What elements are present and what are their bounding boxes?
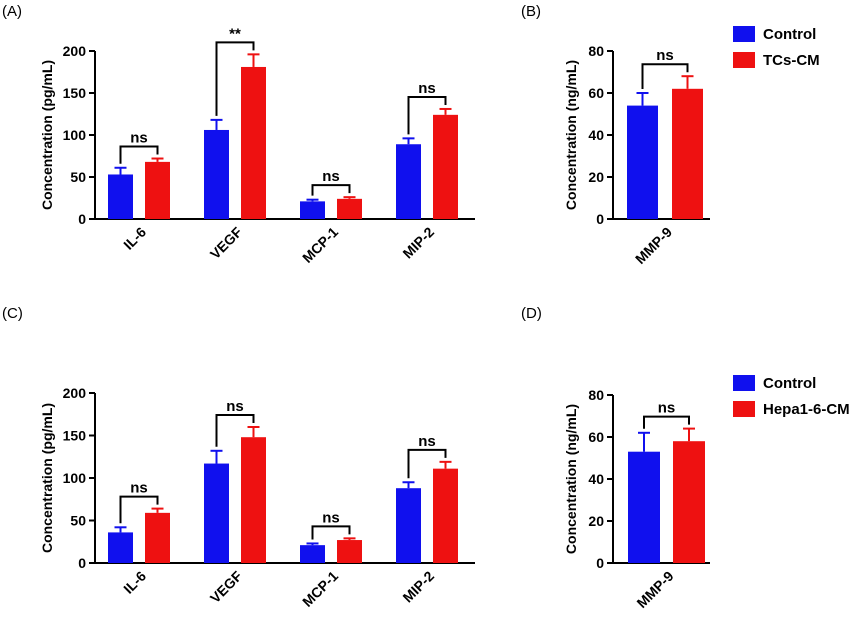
- significance-bracket: [119, 145, 159, 164]
- legend-label: Hepa1-6-CM: [763, 401, 850, 418]
- y-tick-label: 20: [588, 169, 604, 185]
- y-tick-label: 150: [63, 428, 87, 444]
- significance-label: ns: [418, 433, 436, 450]
- panel-label: (B): [521, 3, 541, 20]
- bar-control-vegf: [204, 129, 229, 219]
- significance-bracket: [407, 448, 447, 479]
- chart-panel-4: (D) 0 20 40 60 80 Concentration (ng/mL) MMP-9 ns…: [521, 305, 850, 611]
- y-tick-label: 40: [588, 471, 604, 487]
- bar-treatment-mcp-1: [337, 540, 362, 563]
- bar-treatment-mip-2: [433, 468, 458, 563]
- bar-treatment-mmp-9: [673, 441, 705, 563]
- y-tick-label: 0: [78, 211, 86, 227]
- x-category-label: MCP-1: [299, 568, 341, 610]
- significance-bracket: [119, 495, 159, 524]
- significance-label: ns: [418, 80, 436, 97]
- x-category-label: MMP-9: [633, 568, 676, 611]
- y-tick-label: 50: [70, 169, 86, 185]
- y-tick-label: 0: [596, 555, 604, 571]
- significance-label: ns: [322, 509, 340, 526]
- x-category-label: MMP-9: [632, 224, 675, 267]
- x-category-label: IL-6: [120, 224, 149, 253]
- bar-control-il-6: [108, 532, 133, 563]
- x-category-label: VEGF: [207, 567, 246, 606]
- chart-panel-2: (B) 0 20 40 60 80 Concentration (ng/mL) MMP-9 ns…: [521, 3, 820, 267]
- legend-label: Control: [763, 375, 816, 392]
- y-tick-label: 20: [588, 513, 604, 529]
- bar-control-vegf: [204, 463, 229, 563]
- y-tick-label: 0: [596, 211, 604, 227]
- bar-treatment-il-6: [145, 161, 170, 219]
- x-category-label: MIP-2: [399, 224, 437, 262]
- bar-treatment-vegf: [241, 66, 266, 220]
- bar-treatment-mcp-1: [337, 198, 362, 219]
- bar-control-mcp-1: [300, 201, 325, 219]
- y-tick-label: 100: [63, 470, 87, 486]
- y-axis-label: Concentration (ng/mL): [563, 404, 579, 554]
- x-category-label: IL-6: [120, 568, 149, 597]
- y-tick-label: 100: [63, 127, 87, 143]
- x-category-label: VEGF: [207, 223, 246, 262]
- y-axis-label: Concentration (ng/mL): [563, 60, 579, 210]
- bar-control-mip-2: [396, 488, 421, 563]
- y-tick-label: 60: [588, 85, 604, 101]
- significance-label: ns: [226, 398, 244, 415]
- chart-panel-3: (C) 0 50 100 150 200 Concentration (pg/mL) IL-6…: [2, 305, 475, 610]
- significance-label: ns: [656, 47, 674, 64]
- bar-control-mmp-9: [628, 451, 660, 563]
- significance-bracket: [407, 95, 447, 135]
- bar-treatment-mip-2: [433, 114, 458, 219]
- bar-treatment-mmp-9: [672, 88, 703, 219]
- significance-bracket: [641, 63, 689, 89]
- y-tick-label: 150: [63, 85, 87, 101]
- significance-label: ns: [130, 480, 148, 497]
- bar-treatment-il-6: [145, 512, 170, 563]
- bar-control-mip-2: [396, 144, 421, 219]
- significance-label: ns: [130, 130, 148, 147]
- significance-bracket: [311, 184, 351, 196]
- legend-swatch: [733, 26, 755, 42]
- significance-bracket: [311, 525, 351, 540]
- panel-label: (D): [521, 305, 542, 322]
- y-tick-label: 60: [588, 429, 604, 445]
- y-tick-label: 80: [588, 387, 604, 403]
- y-tick-label: 0: [78, 555, 86, 571]
- panel-label: (C): [2, 305, 23, 322]
- y-tick-label: 200: [63, 385, 87, 401]
- panel-label: (A): [2, 3, 22, 20]
- legend-swatch: [733, 401, 755, 417]
- legend-swatch: [733, 52, 755, 68]
- bar-control-mcp-1: [300, 545, 325, 563]
- y-axis-label: Concentration (pg/mL): [39, 60, 55, 210]
- y-tick-label: 40: [588, 127, 604, 143]
- bar-control-mmp-9: [627, 105, 658, 219]
- x-category-label: MIP-2: [399, 568, 437, 606]
- y-tick-label: 50: [70, 513, 86, 529]
- x-category-label: MCP-1: [299, 224, 341, 266]
- legend-label: TCs-CM: [763, 52, 820, 69]
- bar-treatment-vegf: [241, 437, 266, 563]
- significance-bracket: [215, 414, 255, 447]
- legend-swatch: [733, 375, 755, 391]
- significance-label: ns: [658, 400, 676, 417]
- significance-bracket: [643, 415, 690, 429]
- significance-label: **: [229, 25, 241, 42]
- legend-label: Control: [763, 26, 816, 43]
- significance-bracket: [215, 41, 255, 116]
- y-axis-label: Concentration (pg/mL): [39, 403, 55, 553]
- significance-label: ns: [322, 168, 340, 185]
- chart-panel-1: (A) 0 50 100 150 200 Concentration (pg/mL) IL-6…: [2, 3, 475, 266]
- bar-control-il-6: [108, 174, 133, 219]
- y-tick-label: 80: [588, 43, 604, 59]
- y-tick-label: 200: [63, 43, 87, 59]
